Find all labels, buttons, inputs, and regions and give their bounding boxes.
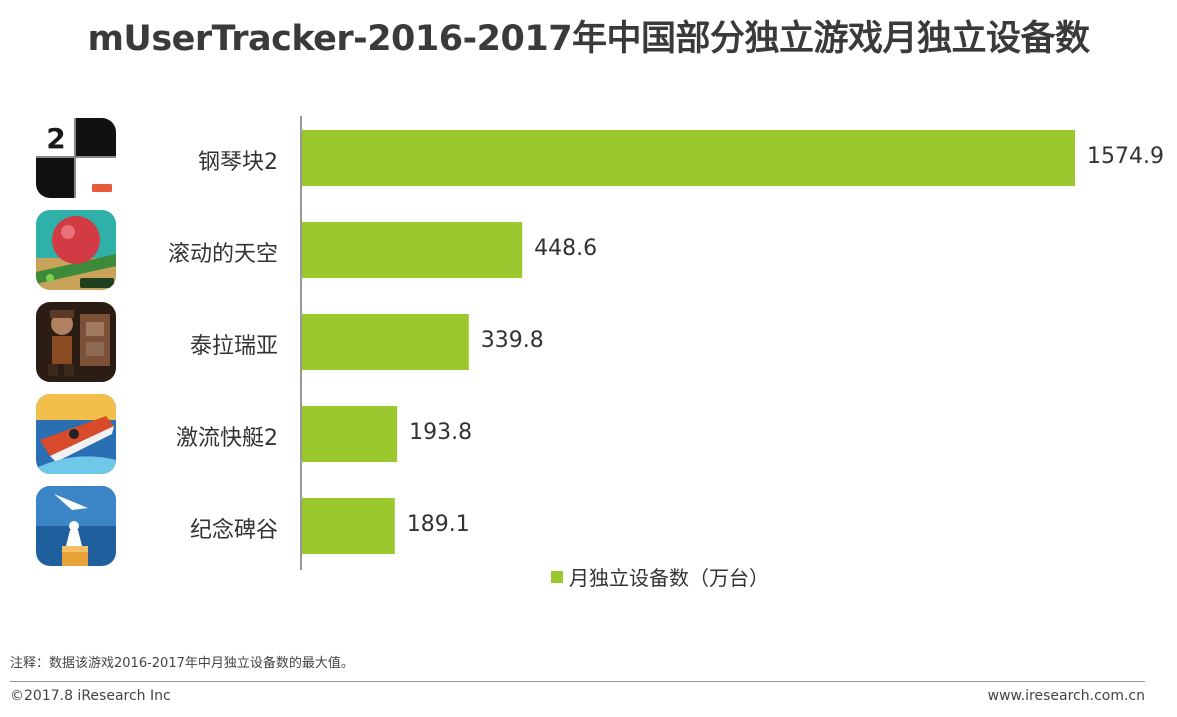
riptide-gp2-icon (36, 394, 116, 474)
chart-title: mUserTracker-2016-2017年中国部分独立游戏月独立设备数 (87, 19, 1090, 59)
monument-valley-icon (36, 486, 116, 566)
svg-text:2: 2 (46, 122, 65, 155)
value-label: 189.1 (406, 512, 470, 537)
bar-5 (302, 498, 395, 554)
website-link[interactable]: www.iresearch.com.cn (987, 688, 1145, 704)
bar-1 (302, 130, 1075, 186)
piano-tiles-2-icon: 2 (36, 118, 116, 198)
terraria-icon (36, 302, 116, 382)
bar-3 (302, 314, 469, 370)
category-label: 纪念碑谷 (189, 518, 278, 543)
value-label: 339.8 (480, 328, 544, 353)
chart-canvas (300, 116, 1075, 570)
legend: 月独立设备数（万台） (551, 562, 769, 591)
legend-label: 月独立设备数（万台） (569, 566, 769, 590)
legend-swatch (551, 570, 563, 583)
footer-divider (10, 681, 1145, 682)
bar-chart: 钢琴块2 1574.9 2 滚动的天空 448.6 泰拉瑞亚 339.8 激流快艇2 193.8… (36, 116, 1164, 570)
category-label: 泰拉瑞亚 (189, 334, 278, 359)
value-label: 448.6 (534, 236, 598, 261)
copyright-text: ©2017.8 iResearch Inc (10, 688, 171, 704)
rolling-sky-icon (36, 210, 116, 290)
category-label: 钢琴块2 (198, 150, 278, 175)
category-label: 激流快艇2 (176, 426, 278, 451)
bar-2 (302, 222, 523, 278)
bar-4 (302, 406, 398, 462)
footnote: 注释：数据该游戏2016-2017年中月独立设备数的最大值。 (10, 656, 354, 671)
category-label: 滚动的天空 (167, 242, 278, 267)
value-label: 1574.9 (1087, 144, 1164, 169)
value-label: 193.8 (409, 420, 473, 445)
